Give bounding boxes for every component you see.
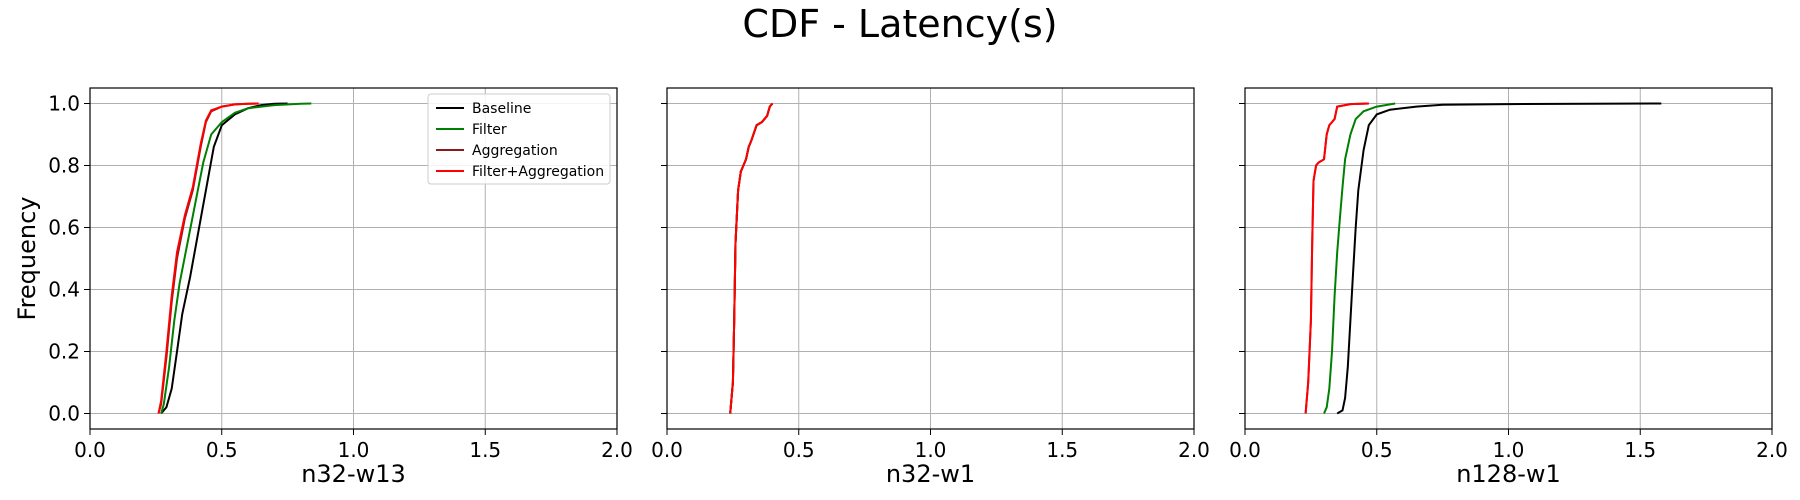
series-line-filter-aggregation	[1304, 102, 1369, 414]
x-tick-label: 1.5	[469, 438, 501, 462]
x-tick-label: 0.0	[74, 438, 106, 462]
y-tick-label: 0.0	[48, 402, 80, 426]
chart-panel-1: 0.0 0.5 1.0 1.5 2.00.00.20.40.60.81.0n32-w13…	[13, 87, 633, 488]
y-tick-label: 0.4	[48, 278, 80, 302]
legend-label: Filter	[472, 122, 507, 138]
series-line-filter-aggregation	[157, 102, 259, 414]
series-line-aggregation	[729, 102, 774, 414]
x-tick-label: 0.5	[1361, 438, 1393, 462]
x-tick-label: 2.0	[1756, 438, 1788, 462]
x-tick-label: 2.0	[1178, 438, 1210, 462]
x-tick-label: 1.0	[1493, 438, 1525, 462]
chart-title: CDF - Latency(s)	[742, 2, 1058, 46]
y-tick-label: 0.8	[48, 154, 80, 178]
chart-panel-3: 0.0 0.5 1.0 1.5 2.0 n128-w1	[1229, 87, 1788, 488]
x-tick-label: 1.5	[1624, 438, 1656, 462]
series-line-filter	[1323, 102, 1396, 414]
x-tick-label: 0.5	[783, 438, 815, 462]
legend-box	[427, 93, 611, 185]
series-line-baseline	[729, 102, 774, 414]
series-line-baseline	[1336, 102, 1662, 415]
y-tick-label: 1.0	[48, 92, 80, 116]
x-tick-label: 0.5	[206, 438, 238, 462]
legend-label: Aggregation	[472, 143, 558, 159]
x-axis-label: n128-w1	[1456, 460, 1561, 488]
x-tick-label: 2.0	[601, 438, 633, 462]
y-axis-label: Frequency	[13, 197, 41, 321]
series-line-baseline	[160, 102, 288, 415]
chart-panel-2: 0.0 0.5 1.0 1.5 2.0 n32-w1	[651, 87, 1210, 488]
legend: Baseline Filter Aggregation Filter+Aggregat…	[427, 93, 611, 185]
y-tick-label: 0.2	[48, 340, 80, 364]
y-tick-label: 0.6	[48, 216, 80, 240]
x-axis-label: n32-w13	[301, 460, 406, 488]
x-axis-label: n32-w1	[886, 460, 975, 488]
x-tick-label: 1.0	[915, 438, 947, 462]
legend-label: Filter+Aggregation	[472, 164, 604, 180]
series-line-filter	[729, 102, 774, 414]
x-tick-label: 1.5	[1046, 438, 1078, 462]
x-tick-label: 0.0	[1229, 438, 1261, 462]
x-tick-label: 0.0	[651, 438, 683, 462]
series-line-aggregation	[157, 102, 259, 414]
legend-label: Baseline	[472, 101, 531, 117]
series-line-filter	[160, 102, 312, 414]
series-line-filter-aggregation	[729, 102, 774, 414]
x-tick-label: 1.0	[338, 438, 370, 462]
